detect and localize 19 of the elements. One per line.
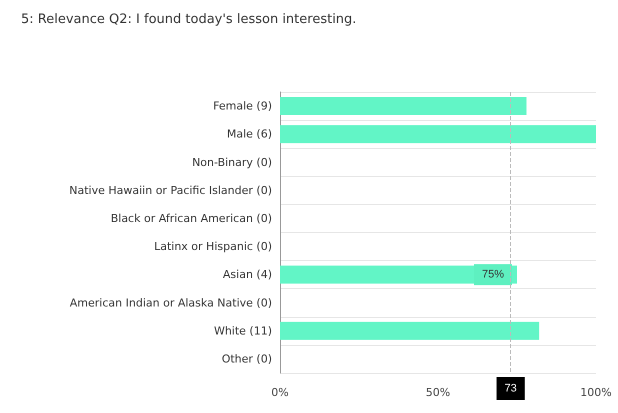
y-tick-label: Non-Binary (0) <box>192 156 272 169</box>
y-tick-label: Asian (4) <box>222 268 272 282</box>
chart-title: 5: Relevance Q2: I found today's lesson interesting. <box>21 12 356 27</box>
x-tick-label: 0% <box>271 386 289 399</box>
y-tick-label: American Indian or Alaska Native (0) <box>70 296 272 310</box>
ref-line-label: 73 <box>504 382 517 394</box>
y-tick-label: Latinx or Hispanic (0) <box>154 240 272 254</box>
bar <box>280 97 526 116</box>
y-tick-label: Other (0) <box>222 352 272 366</box>
y-tick-label: Native Hawaiin or Pacific Islander (0) <box>69 184 272 197</box>
y-tick-label: White (11) <box>214 324 272 338</box>
bar <box>280 125 596 144</box>
bar <box>280 322 540 340</box>
y-tick-label: Male (6) <box>226 128 272 141</box>
data-label: 75% <box>482 268 504 281</box>
y-tick-label: Female (9) <box>213 100 272 113</box>
y-tick-label: Black or African American (0) <box>110 212 272 225</box>
x-tick-label: 50% <box>426 386 450 399</box>
x-tick-label: 100% <box>580 386 612 399</box>
